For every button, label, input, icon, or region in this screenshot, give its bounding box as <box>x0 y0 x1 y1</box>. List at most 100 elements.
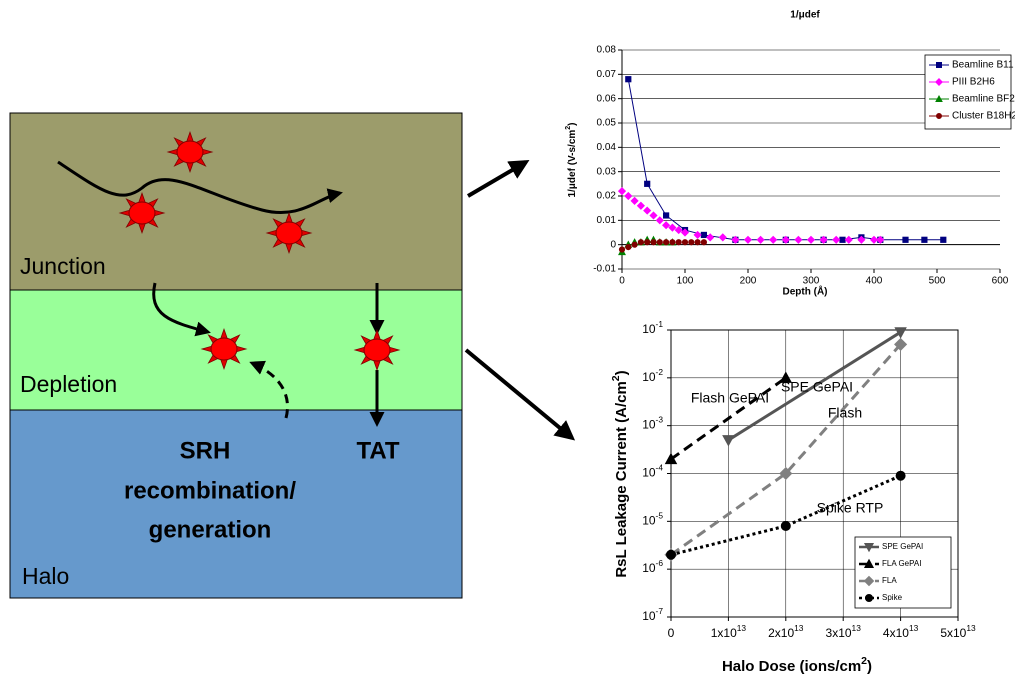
legend-marker <box>936 113 942 119</box>
arrow <box>464 348 576 441</box>
point <box>644 180 651 187</box>
region-label: Halo <box>22 563 69 589</box>
y-tick-label: 0.03 <box>597 166 617 177</box>
x-tick-label: 0 <box>619 276 625 287</box>
point <box>706 233 715 242</box>
x-tick-label: 3x1013 <box>826 623 862 640</box>
chart-leakage: 10-7 10-6 10-5 10-4 10-3 10-2 10-1 0 1x1013 2x101… <box>610 319 976 675</box>
legend-label: FLA GePAI <box>882 559 921 568</box>
point <box>895 470 906 481</box>
x-axis-title: Depth (Å) <box>783 285 828 298</box>
region-label: Depletion <box>20 371 117 397</box>
x-tick-label: 300 <box>803 276 820 287</box>
point <box>669 239 676 246</box>
y-tick-label: 10-3 <box>642 415 663 432</box>
point <box>743 235 753 244</box>
point <box>674 225 683 235</box>
legend-label: Spike <box>882 593 903 602</box>
y-tick-label: 0.07 <box>597 69 617 80</box>
point <box>731 235 740 244</box>
legend-marker <box>935 94 943 102</box>
point <box>668 223 677 232</box>
point <box>664 452 678 465</box>
x-tick-label: 100 <box>677 276 694 287</box>
point <box>794 235 803 244</box>
point <box>666 549 676 560</box>
legend-marker <box>863 575 875 587</box>
carrier-path <box>57 160 343 215</box>
x-tick-label: 500 <box>929 276 946 287</box>
legend-marker <box>863 543 875 553</box>
point <box>618 246 626 253</box>
point <box>624 191 633 201</box>
chart-depth: 1/μdef-0.0100.010.020.030.040.050.060.07… <box>565 10 1015 298</box>
point <box>832 235 841 244</box>
series-line <box>627 79 944 241</box>
legend-marker <box>935 78 943 86</box>
point <box>700 239 708 246</box>
x-tick-label: 0 <box>668 626 675 640</box>
arrow <box>152 282 211 337</box>
point <box>894 337 908 351</box>
x-tick-label: 400 <box>866 276 883 287</box>
point <box>655 216 664 225</box>
x-axis-title: Halo Dose (ions/cm2) <box>722 655 872 675</box>
x-tick-label: 200 <box>740 276 757 287</box>
annotation: Flash <box>828 405 862 421</box>
point <box>680 228 690 237</box>
point <box>644 239 651 246</box>
legend-marker <box>863 558 875 568</box>
point <box>637 239 645 246</box>
y-tick-label: 0.08 <box>597 45 617 56</box>
point <box>844 235 853 244</box>
x-tick-label: 4x1013 <box>883 623 919 640</box>
legend-label: Beamline BF2 <box>952 94 1015 105</box>
legend-label: SPE GePAI <box>882 542 923 551</box>
point <box>700 231 707 239</box>
series-line <box>670 376 787 461</box>
point <box>663 239 670 246</box>
process-label: generation <box>149 516 272 543</box>
legend-label: Cluster B18H22 <box>952 111 1015 122</box>
y-tick-label: 10-7 <box>642 606 663 623</box>
sun <box>176 140 204 164</box>
y-axis-title: 1/μdef (V-s/cm2) <box>565 122 577 197</box>
point <box>617 187 627 196</box>
point <box>625 244 632 251</box>
point <box>630 196 639 205</box>
diagram: Junction Depletion Halo SRH recombinatio… <box>9 112 576 599</box>
point <box>694 239 701 246</box>
y-tick-label: 0 <box>610 239 616 250</box>
point <box>902 236 909 243</box>
sun <box>210 337 238 361</box>
arrow <box>466 159 530 198</box>
point <box>940 236 947 243</box>
point <box>656 239 663 246</box>
legend-label: FLA <box>882 576 897 585</box>
y-tick-label: 0.02 <box>597 191 617 202</box>
point <box>756 235 765 244</box>
series-line <box>727 330 902 442</box>
point <box>839 236 846 243</box>
point <box>819 235 828 244</box>
point <box>921 236 928 243</box>
point <box>718 233 727 242</box>
point <box>806 235 816 244</box>
process-label: recombination/ <box>124 477 296 504</box>
process-label: SRH <box>180 437 231 464</box>
point <box>722 435 735 447</box>
x-tick-label: 1x1013 <box>711 623 747 640</box>
point <box>675 239 682 246</box>
point <box>769 235 778 244</box>
process-label: TAT <box>356 437 399 464</box>
point <box>781 235 790 244</box>
legend-label: Beamline B11 <box>952 60 1014 71</box>
legend-label: PIII B2H6 <box>952 77 995 88</box>
y-tick-label: 10-4 <box>642 463 663 480</box>
annotation: SPE GePAI <box>781 379 853 395</box>
point <box>625 76 632 83</box>
x-tick-label: 600 <box>992 276 1009 287</box>
y-tick-label: 0.06 <box>597 93 617 104</box>
x-tick-label: 5x1013 <box>940 623 976 640</box>
